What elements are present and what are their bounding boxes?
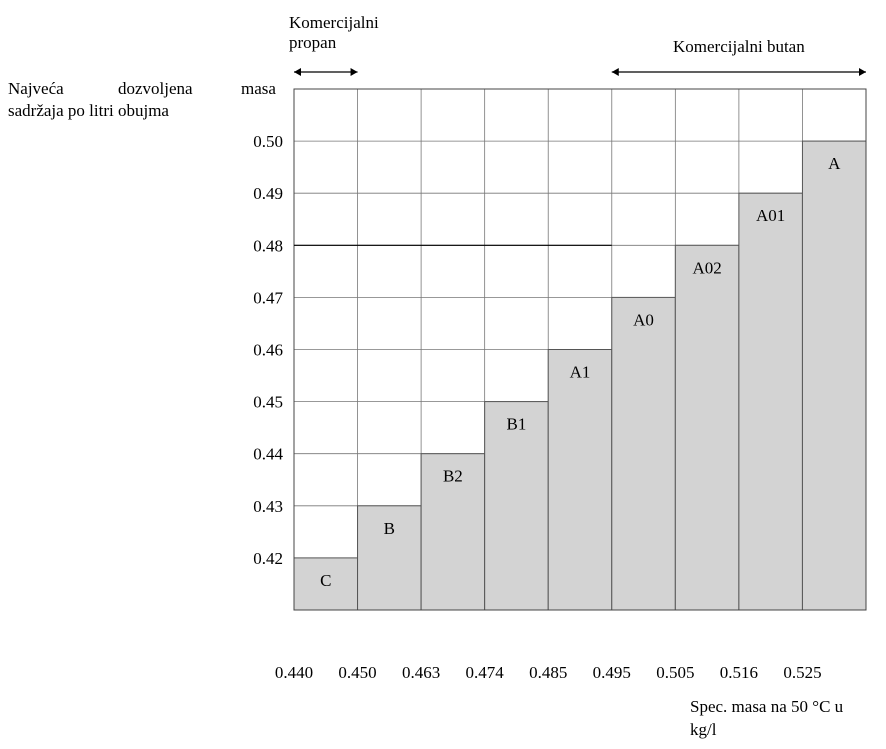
range-label: Komercijalni xyxy=(289,13,379,32)
x-tick-label: 0.485 xyxy=(529,663,567,682)
x-tick-label: 0.525 xyxy=(783,663,821,682)
y-tick-label: 0.42 xyxy=(253,549,283,568)
bar-a02 xyxy=(674,244,740,611)
bar-label: A xyxy=(828,154,841,173)
x-axis-title-line-2: kg/l xyxy=(690,720,717,739)
bar-label: B2 xyxy=(443,467,463,486)
x-tick-label: 0.440 xyxy=(275,663,313,682)
y-tick-label: 0.45 xyxy=(253,393,283,412)
bar-b xyxy=(357,505,422,611)
y-tick-label: 0.43 xyxy=(253,497,283,516)
bars-layer xyxy=(293,140,867,611)
bar-a xyxy=(801,140,867,611)
labels-layer: C B B2 B1 A1 A0 A02 A01 A 0.42 0.43 0.44 0.45 0.46 0.4… xyxy=(253,132,841,682)
x-tick-label: 0.505 xyxy=(656,663,694,682)
x-tick-label: 0.495 xyxy=(593,663,631,682)
bar-label: B1 xyxy=(507,415,527,434)
y-axis-title-word-2: dozvoljena xyxy=(118,79,193,98)
frame-layer xyxy=(293,88,867,611)
bar-label: A02 xyxy=(692,258,721,277)
y-axis-title-word-3: masa xyxy=(241,79,276,98)
plot-frame xyxy=(293,88,867,611)
arrow-head-left-icon xyxy=(611,68,619,76)
x-tick-label: 0.450 xyxy=(338,663,376,682)
y-tick-label: 0.48 xyxy=(253,236,283,255)
y-tick-label: 0.46 xyxy=(253,341,283,360)
arrow-head-right-icon xyxy=(350,68,358,76)
bar-label: B xyxy=(384,519,395,538)
bar-a1 xyxy=(547,349,613,611)
bar-label: A0 xyxy=(633,310,654,329)
range-label: propan xyxy=(289,33,337,52)
y-tick-label: 0.50 xyxy=(253,132,283,151)
bar-label: A1 xyxy=(570,363,591,382)
bar-label: A01 xyxy=(756,206,785,225)
bar-label: C xyxy=(320,571,331,590)
arrow-head-right-icon xyxy=(859,68,866,76)
range-annotation: Komercijalni butan xyxy=(611,37,866,76)
y-tick-label: 0.47 xyxy=(253,288,283,307)
range-label: Komercijalni butan xyxy=(673,37,805,56)
bar-a01 xyxy=(738,192,803,611)
bar-b2 xyxy=(420,453,486,611)
y-axis-title-word-1: Najveća xyxy=(8,79,64,98)
bar-a0 xyxy=(611,296,676,611)
y-tick-label: 0.44 xyxy=(253,445,283,464)
x-tick-label: 0.474 xyxy=(466,663,505,682)
x-tick-label: 0.463 xyxy=(402,663,440,682)
x-axis-title-line-1: Spec. masa na 50 °C u xyxy=(690,697,844,716)
y-axis-title-line-2: sadržaja po litri obujma xyxy=(8,101,169,120)
y-tick-label: 0.49 xyxy=(253,184,283,203)
x-tick-label: 0.516 xyxy=(720,663,758,682)
arrow-head-left-icon xyxy=(294,68,301,76)
